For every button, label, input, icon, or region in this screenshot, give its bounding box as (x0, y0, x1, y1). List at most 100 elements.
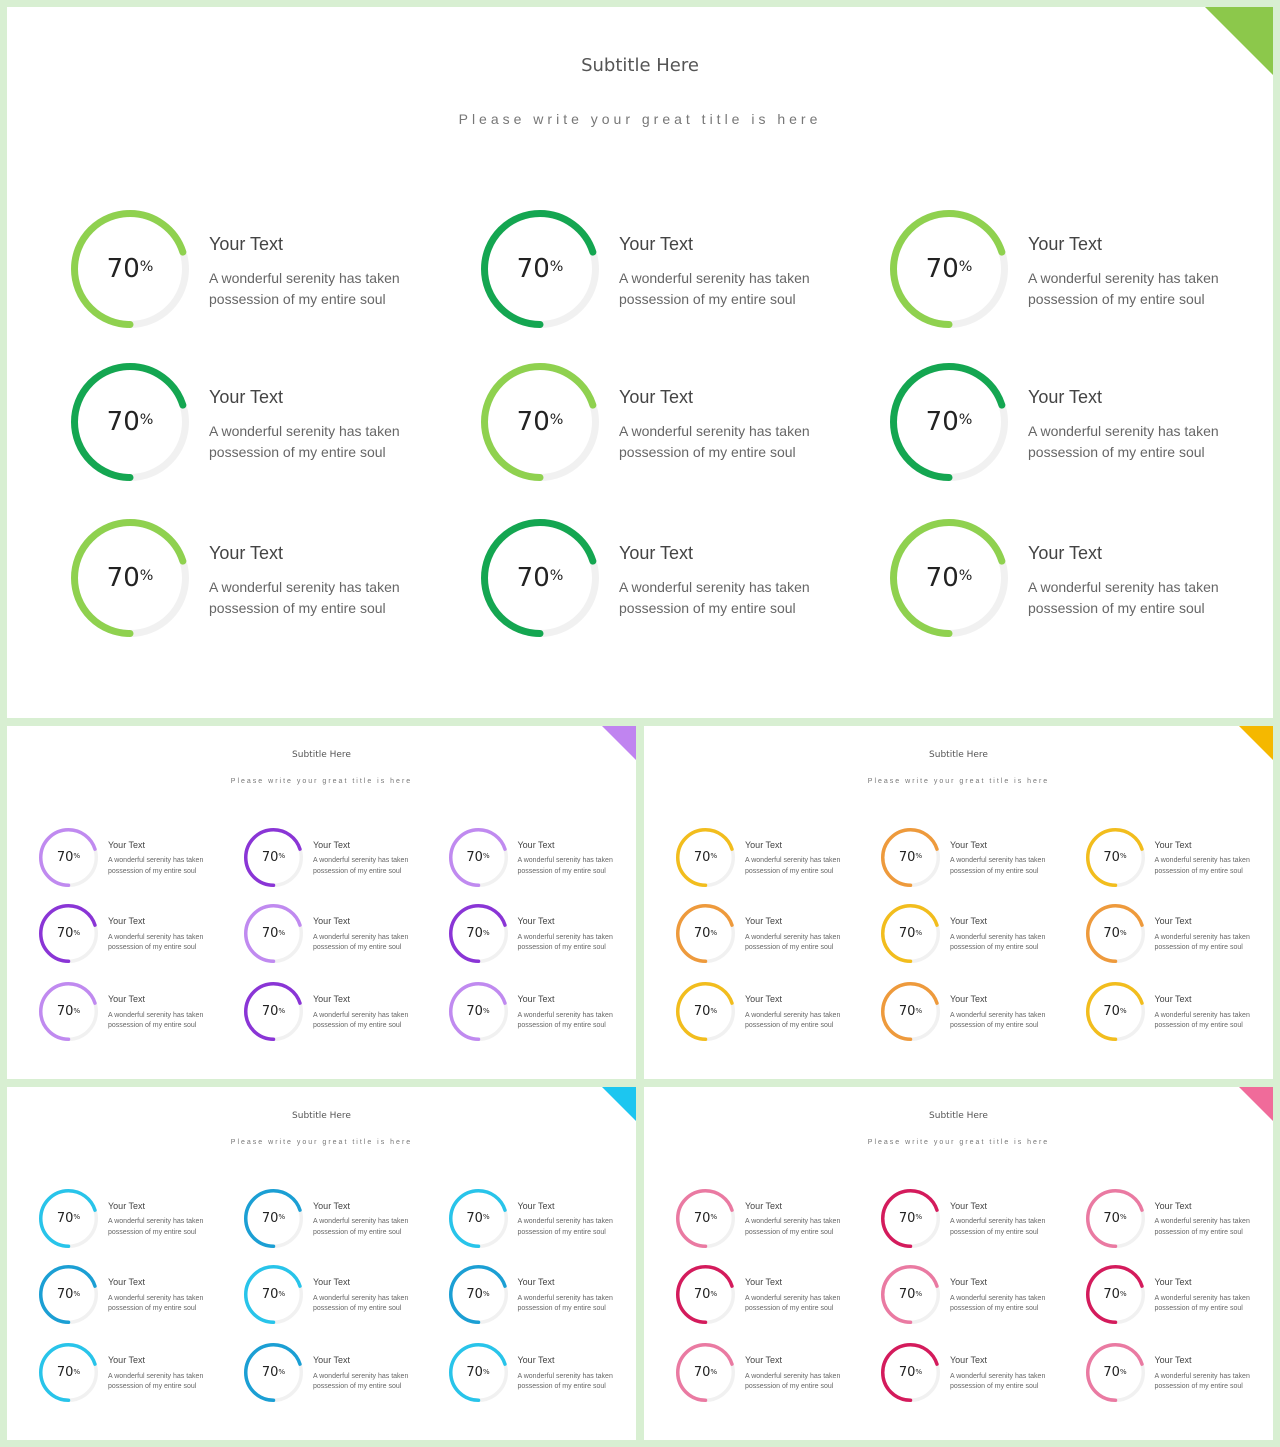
item-description-line: possession of my entire soul (745, 944, 834, 952)
percent-label: 70% (449, 1189, 508, 1248)
ring-progress-arc (448, 827, 508, 887)
item-text: Your Text A wonderful serenity has taken p… (518, 840, 613, 878)
progress-ring: 70% (1085, 1343, 1145, 1402)
item-title: Your Text (313, 1200, 351, 1211)
percent-value: 70 (925, 407, 959, 437)
item-description-line: possession of my entire soul (313, 1022, 402, 1030)
progress-ring-svg (676, 1188, 735, 1248)
progress-item: 70% Your Text A wonderful serenity has tak… (676, 1343, 866, 1402)
percent-value: 70 (898, 1287, 916, 1302)
item-description-line: possession of my entire soul (619, 600, 796, 616)
percent-label: 70% (39, 982, 98, 1041)
progress-item: 70% Your Text A wonderful serenity has tak… (481, 363, 861, 481)
item-title: Your Text (619, 387, 694, 407)
item-description-line: possession of my entire soul (950, 944, 1039, 952)
progress-ring-svg (1085, 982, 1145, 1041)
percent-value: 70 (898, 849, 916, 865)
slide-subtitle: Please write your great title is here (230, 1139, 413, 1146)
percent-value: 70 (261, 1365, 279, 1380)
item-description-line: A wonderful serenity has taken (1154, 1011, 1250, 1019)
item-description-line: possession of my entire soul (950, 1228, 1039, 1236)
item-description-line: A wonderful serenity has taken (619, 423, 810, 439)
item-description-line: possession of my entire soul (1154, 1383, 1243, 1391)
progress-ring: 70% (39, 982, 98, 1041)
item-title: Your Text (1028, 234, 1103, 254)
ring-progress-arc (448, 904, 508, 963)
progress-ring-svg (39, 1188, 98, 1248)
item-description-line: A wonderful serenity has taken (108, 1218, 204, 1226)
corner-accent (602, 726, 636, 760)
percent-sign: % (73, 1212, 81, 1222)
ring-progress-arc (1085, 1188, 1145, 1248)
item-description-line: A wonderful serenity has taken (517, 933, 613, 941)
ring-progress-arc (1085, 904, 1145, 963)
percent-sign: % (549, 411, 564, 428)
progress-ring-svg (448, 1265, 508, 1324)
item-description-line: possession of my entire soul (313, 867, 402, 875)
percent-value: 70 (56, 1287, 74, 1302)
percent-sign: % (73, 1005, 81, 1015)
percent-sign: % (1119, 1288, 1127, 1298)
progress-item: 70% Your Text A wonderful serenity has tak… (1085, 1343, 1274, 1402)
progress-item: 70% Your Text A wonderful serenity has tak… (676, 827, 866, 887)
percent-sign: % (915, 1366, 923, 1376)
progress-item: 70% Your Text A wonderful serenity has tak… (881, 827, 1071, 887)
item-description-line: A wonderful serenity has taken (313, 857, 409, 865)
item-description-line: possession of my entire soul (517, 1022, 606, 1030)
progress-ring-svg (676, 1265, 735, 1324)
ring-progress-arc (676, 827, 735, 887)
progress-ring-svg (1085, 1188, 1145, 1248)
progress-ring-svg (39, 904, 98, 963)
percent-sign: % (710, 1366, 718, 1376)
item-description-line: A wonderful serenity has taken (745, 1218, 841, 1226)
slide-subtitle: Please write your great title is here (867, 1139, 1050, 1146)
percent-value: 70 (516, 563, 550, 593)
progress-ring-svg (448, 904, 508, 963)
percent-label: 70% (71, 519, 189, 637)
progress-item: 70% Your Text A wonderful serenity has tak… (1085, 1265, 1274, 1324)
item-title: Your Text (619, 234, 694, 254)
item-description-line: possession of my entire soul (108, 944, 197, 952)
percent-label: 70% (1086, 1265, 1145, 1324)
item-text: Your Text A wonderful serenity has taken p… (108, 916, 203, 954)
percent-sign: % (549, 258, 564, 275)
progress-item: 70% Your Text A wonderful serenity has tak… (244, 904, 434, 963)
item-description-line: possession of my entire soul (950, 1305, 1039, 1313)
item-description-line: possession of my entire soul (313, 1383, 402, 1391)
progress-ring-svg (890, 210, 1008, 328)
percent-sign: % (278, 1366, 286, 1376)
item-description-line: A wonderful serenity has taken (517, 1294, 613, 1302)
ring-progress-arc (1085, 982, 1145, 1041)
item-text: Your Text A wonderful serenity has taken p… (619, 234, 810, 310)
percent-label: 70% (1086, 1343, 1145, 1402)
percent-label: 70% (71, 363, 189, 481)
item-text: Your Text A wonderful serenity has taken p… (950, 916, 1045, 954)
progress-ring-svg (676, 1343, 735, 1402)
percent-sign: % (915, 1005, 923, 1015)
percent-value: 70 (516, 254, 550, 284)
item-text: Your Text A wonderful serenity has taken p… (1028, 387, 1219, 463)
ring-progress-arc (448, 1343, 508, 1402)
percent-label: 70% (890, 210, 1008, 328)
percent-value: 70 (1103, 1365, 1120, 1380)
item-description-line: A wonderful serenity has taken (517, 1372, 613, 1380)
percent-sign: % (73, 1366, 81, 1376)
progress-ring: 70% (39, 1188, 98, 1248)
progress-ring-svg (676, 904, 735, 963)
progress-item: 70% Your Text A wonderful serenity has tak… (71, 210, 451, 328)
item-title: Your Text (1154, 1200, 1192, 1211)
item-title: Your Text (313, 994, 351, 1004)
percent-value: 70 (466, 1287, 483, 1302)
item-description-line: possession of my entire soul (313, 1228, 402, 1236)
percent-sign: % (482, 1288, 490, 1298)
item-title: Your Text (313, 1277, 351, 1287)
item-description-line: possession of my entire soul (209, 291, 386, 307)
progress-ring-svg (1085, 1265, 1145, 1324)
item-text: Your Text A wonderful serenity has taken p… (313, 1277, 408, 1315)
progress-ring-svg (244, 827, 303, 887)
item-text: Your Text A wonderful serenity has taken p… (209, 387, 400, 463)
item-text: Your Text A wonderful serenity has taken p… (108, 840, 203, 878)
percent-sign: % (482, 851, 490, 861)
item-text: Your Text A wonderful serenity has taken p… (518, 1277, 613, 1315)
percent-label: 70% (244, 1343, 303, 1402)
